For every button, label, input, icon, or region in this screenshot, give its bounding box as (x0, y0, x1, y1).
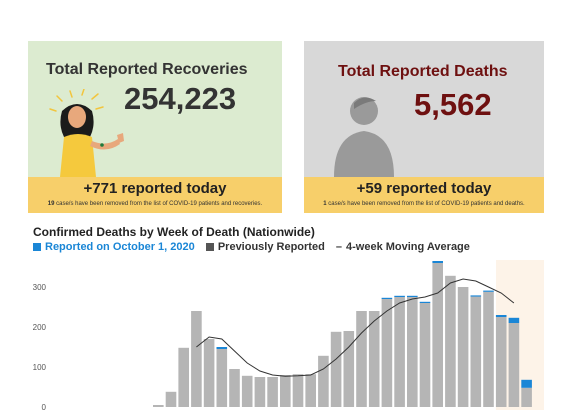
bars-group (153, 261, 532, 407)
legend-label-reported-on: Reported on October 1, 2020 (45, 241, 195, 254)
bar-previously-reported (241, 375, 253, 407)
bar-previously-reported (153, 405, 164, 407)
bar-previously-reported (381, 299, 393, 407)
bar-previously-reported (165, 391, 177, 407)
legend-item-previously-reported: Previously Reported (205, 241, 325, 254)
legend-swatch-reported-on (33, 243, 41, 252)
bar-previously-reported (508, 323, 520, 407)
bar-previously-reported (330, 331, 342, 407)
recoveries-title: Total Reported Recoveries (46, 61, 248, 78)
bar-reported-on (419, 301, 431, 303)
deaths-note-count: 1 (323, 201, 327, 207)
bar-reported-on (470, 295, 482, 297)
recoveries-today: +771 reported today (83, 180, 227, 197)
bar-previously-reported (432, 263, 443, 407)
person-silhouette-illustration (334, 97, 394, 177)
legend-symbol-moving-average: – (335, 241, 342, 254)
legend-item-reported-on: Reported on October 1, 2020 (33, 241, 195, 253)
bar-previously-reported (407, 297, 418, 407)
bar-reported-on (407, 295, 418, 297)
deaths-today: +59 reported today (356, 180, 492, 197)
bar-previously-reported (495, 317, 507, 407)
bar-previously-reported (229, 369, 240, 407)
bar-previously-reported (203, 339, 215, 407)
recoveries-note: 19 case/s have been removed from the lis… (28, 201, 282, 207)
deaths-band: +59 reported today 1 case/s have been re… (304, 177, 544, 213)
bar-previously-reported (483, 291, 494, 407)
deaths-value: 5,562 (414, 87, 492, 122)
bar-reported-on (394, 295, 405, 297)
bar-previously-reported (216, 349, 228, 407)
bar-previously-reported (254, 377, 266, 407)
bar-reported-on (216, 347, 228, 349)
legend-label-moving-average: 4-week Moving Average (346, 241, 470, 254)
bar-previously-reported (305, 374, 316, 407)
y-axis-ticks: 0 100 200 300 (33, 283, 47, 410)
bar-previously-reported (318, 355, 329, 407)
recoveries-value: 254,223 (124, 81, 237, 116)
bar-previously-reported (368, 311, 380, 407)
deaths-by-week-chart: 0 100 200 300 (33, 260, 544, 410)
deaths-note: 1 case/s have been removed from the list… (304, 201, 544, 207)
bar-reported-on (521, 379, 532, 388)
deaths-card: Total Reported Deaths 5,562 +59 reported… (304, 41, 544, 213)
bar-previously-reported (356, 311, 367, 407)
bar-previously-reported (445, 275, 456, 407)
bar-previously-reported (343, 331, 355, 407)
legend-label-previously-reported: Previously Reported (217, 241, 325, 254)
bar-previously-reported (394, 297, 405, 407)
recovered-person-illustration (49, 89, 124, 177)
bar-previously-reported (191, 311, 202, 407)
bar-reported-on (495, 315, 507, 317)
recoveries-note-count: 19 (47, 201, 55, 207)
chart-title: Confirmed Deaths by Week of Death (Natio… (33, 225, 315, 239)
bar-previously-reported (178, 347, 189, 407)
bar-previously-reported (419, 303, 431, 407)
bar-previously-reported (267, 377, 278, 407)
bar-previously-reported (457, 287, 469, 407)
recoveries-band: +771 reported today 19 case/s have been … (28, 177, 282, 213)
bar-reported-on (508, 317, 520, 323)
bar-previously-reported (280, 375, 291, 407)
bar-previously-reported (470, 296, 482, 407)
bar-reported-on (432, 261, 443, 263)
chart-legend: Reported on October 1, 2020 Previously R… (33, 241, 478, 255)
deaths-note-text: case/s have been removed from the list o… (326, 201, 525, 207)
legend-swatch-previously-reported (205, 243, 214, 252)
y-tick-label: 300 (33, 283, 47, 292)
bar-reported-on (483, 290, 494, 292)
moving-average-line (196, 278, 515, 377)
deaths-title: Total Reported Deaths (338, 63, 508, 80)
bar-previously-reported (521, 387, 532, 407)
y-tick-label: 0 (42, 403, 47, 410)
y-tick-label: 200 (33, 323, 47, 332)
bar-previously-reported (292, 374, 304, 407)
y-tick-label: 100 (33, 363, 47, 372)
recoveries-card: Total Reported Recoveries 254,223 +771 r… (28, 41, 282, 213)
legend-item-moving-average: –4-week Moving Average (336, 241, 470, 253)
bar-reported-on (381, 297, 393, 299)
recoveries-note-text: case/s have been removed from the list o… (54, 201, 263, 207)
